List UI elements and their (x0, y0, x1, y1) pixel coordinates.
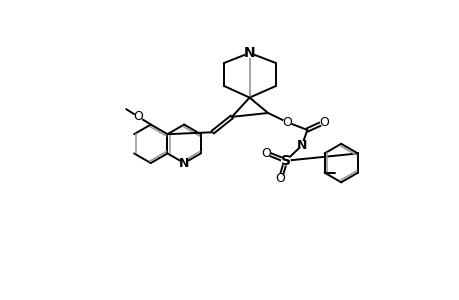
Circle shape (276, 175, 284, 182)
Circle shape (281, 157, 290, 165)
Text: O: O (133, 110, 143, 123)
Circle shape (297, 142, 305, 149)
Text: O: O (275, 172, 285, 185)
Text: O: O (261, 146, 271, 160)
Circle shape (320, 118, 327, 126)
Text: O: O (319, 116, 329, 129)
Circle shape (134, 113, 142, 121)
Text: N: N (179, 157, 189, 169)
Text: S: S (280, 154, 290, 168)
Circle shape (283, 118, 291, 126)
Circle shape (262, 149, 270, 157)
Circle shape (245, 49, 253, 57)
Text: N: N (243, 46, 255, 60)
Circle shape (180, 159, 188, 167)
Text: N: N (296, 139, 307, 152)
Text: O: O (282, 116, 291, 129)
